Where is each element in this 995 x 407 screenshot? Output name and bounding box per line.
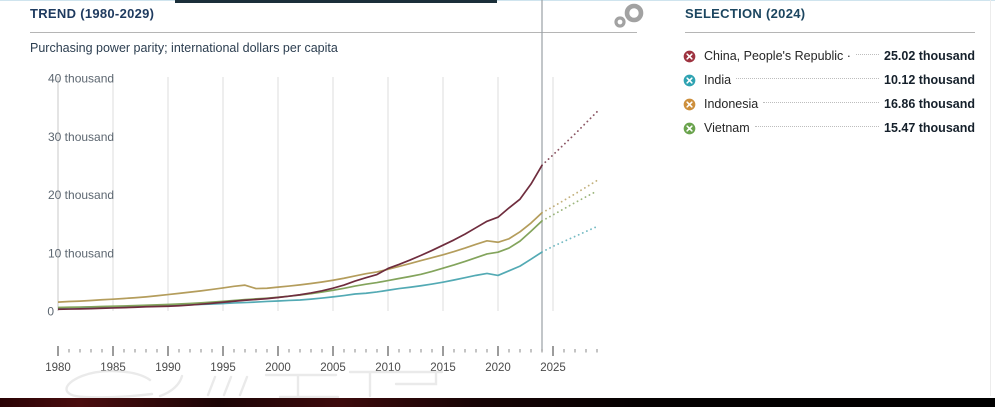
trend-header-rule <box>30 32 637 33</box>
svg-text:20 thousand: 20 thousand <box>48 188 114 202</box>
country-value: 25.02 thousand <box>884 49 975 63</box>
country-label: Indonesia <box>704 97 759 111</box>
settings-gears-icon[interactable] <box>608 2 648 30</box>
svg-text:1980: 1980 <box>45 362 71 374</box>
svg-text:10 thousand: 10 thousand <box>48 246 114 260</box>
selection-item[interactable]: Vietnam 15.47 thousand <box>683 116 975 140</box>
svg-text:30 thousand: 30 thousand <box>48 130 114 144</box>
svg-text:1995: 1995 <box>210 362 236 374</box>
country-label: Vietnam <box>704 121 750 135</box>
country-label: India <box>704 73 732 87</box>
svg-text:2000: 2000 <box>265 362 291 374</box>
gridlines <box>112 77 554 311</box>
country-value: 16.86 thousand <box>884 97 975 111</box>
svg-text:2020: 2020 <box>485 362 511 374</box>
top-dark-bar <box>175 0 497 3</box>
bottom-video-bar <box>0 398 995 407</box>
series-projection-china-people-s-republic-of <box>541 110 598 167</box>
chart-subtitle: Purchasing power parity; international d… <box>30 41 338 55</box>
svg-text:2005: 2005 <box>320 362 346 374</box>
svg-text:40 thousand: 40 thousand <box>48 72 114 86</box>
series-line-indonesia[interactable] <box>57 212 543 303</box>
remove-country-icon[interactable] <box>683 74 696 87</box>
selection-item[interactable]: China, People's Republic · 25.02 thousand <box>683 44 975 68</box>
selection-item[interactable]: India 10.12 thousand <box>683 68 975 92</box>
svg-text:0: 0 <box>47 305 54 319</box>
watermark <box>65 369 444 399</box>
leader-dots <box>763 101 879 103</box>
leader-dots <box>754 125 879 127</box>
trend-panel-title: TREND (1980-2029) <box>30 6 155 21</box>
svg-text:1990: 1990 <box>155 362 181 374</box>
selection-panel-title: SELECTION (2024) <box>685 6 806 21</box>
leader-dots <box>855 53 879 55</box>
right-border <box>990 0 991 396</box>
selection-item[interactable]: Indonesia 16.86 thousand <box>683 92 975 116</box>
remove-country-icon[interactable] <box>683 98 696 111</box>
remove-country-icon[interactable] <box>683 122 696 135</box>
series-projection-indonesia <box>541 179 598 214</box>
country-value: 10.12 thousand <box>884 73 975 87</box>
y-axis-labels: 0 10 thousand 20 thousand 30 thousand 40 tho… <box>47 72 114 319</box>
series-projection-vietnam <box>541 190 598 222</box>
selection-legend: China, People's Republic · 25.02 thousand… <box>683 44 975 140</box>
svg-text:2025: 2025 <box>540 362 566 374</box>
leader-dots <box>736 77 879 79</box>
remove-country-icon[interactable] <box>683 50 696 63</box>
series-line-china-people-s-republic-of[interactable] <box>57 164 543 311</box>
x-axis-ticks <box>57 346 598 356</box>
country-value: 15.47 thousand <box>884 121 975 135</box>
selection-header-rule <box>685 32 975 33</box>
series-projection-india <box>541 225 598 253</box>
country-label: China, People's Republic · <box>704 49 851 63</box>
top-border <box>0 0 995 1</box>
